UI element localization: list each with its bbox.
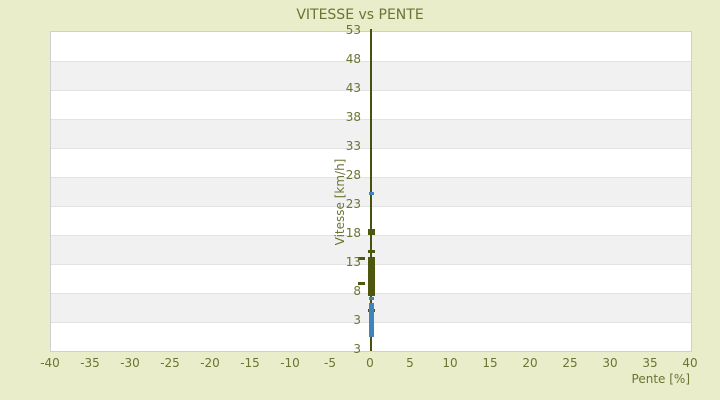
plot-area (50, 29, 692, 352)
y-tick-label: 48 (345, 52, 361, 66)
x-tick-label: 30 (602, 356, 618, 370)
x-tick-label: 20 (522, 356, 538, 370)
y-tick-label: 38 (345, 110, 361, 124)
y-tick-label: 18 (345, 226, 361, 240)
x-tick-label: -35 (80, 356, 100, 370)
x-tick-label: 15 (482, 356, 498, 370)
data-point (367, 288, 375, 292)
x-tick-label: 25 (562, 356, 578, 370)
data-point (367, 229, 375, 233)
x-tick-label: -10 (280, 356, 300, 370)
y-tick-label: 23 (345, 197, 361, 211)
data-point (357, 256, 365, 260)
y-axis-zero-line (370, 29, 372, 351)
data-point (367, 250, 375, 254)
x-tick-label: 40 (682, 356, 698, 370)
y-tick-label: 3 (353, 342, 361, 356)
y-tick-label: 33 (345, 139, 361, 153)
x-axis-title: Pente [%] (631, 372, 690, 386)
y-tick-label: 8 (353, 284, 361, 298)
x-tick-label: -30 (120, 356, 140, 370)
y-tick-label: 13 (345, 255, 361, 269)
x-tick-label: 35 (642, 356, 658, 370)
data-point (368, 296, 374, 300)
x-tick-label: -5 (324, 356, 336, 370)
data-point (367, 285, 375, 289)
data-point (368, 191, 374, 195)
data-point (357, 282, 365, 286)
y-tick-label: 28 (345, 168, 361, 182)
x-tick-label: 0 (366, 356, 374, 370)
x-tick-label: 5 (406, 356, 414, 370)
y-tick-label: 43 (345, 81, 361, 95)
x-tick-label: 10 (442, 356, 458, 370)
chart-title: VITESSE vs PENTE (296, 7, 424, 23)
data-point (367, 293, 375, 297)
y-axis-title: Vitesse [km/h] (333, 158, 347, 246)
x-tick-label: -15 (240, 356, 260, 370)
x-tick-label: -25 (160, 356, 180, 370)
data-point (368, 334, 374, 338)
x-tick-label: -20 (200, 356, 220, 370)
data-point (367, 290, 375, 294)
x-tick-label: -40 (40, 356, 60, 370)
y-tick-label: 53 (345, 23, 361, 37)
data-point (367, 232, 375, 236)
y-tick-label: 3 (353, 313, 361, 327)
